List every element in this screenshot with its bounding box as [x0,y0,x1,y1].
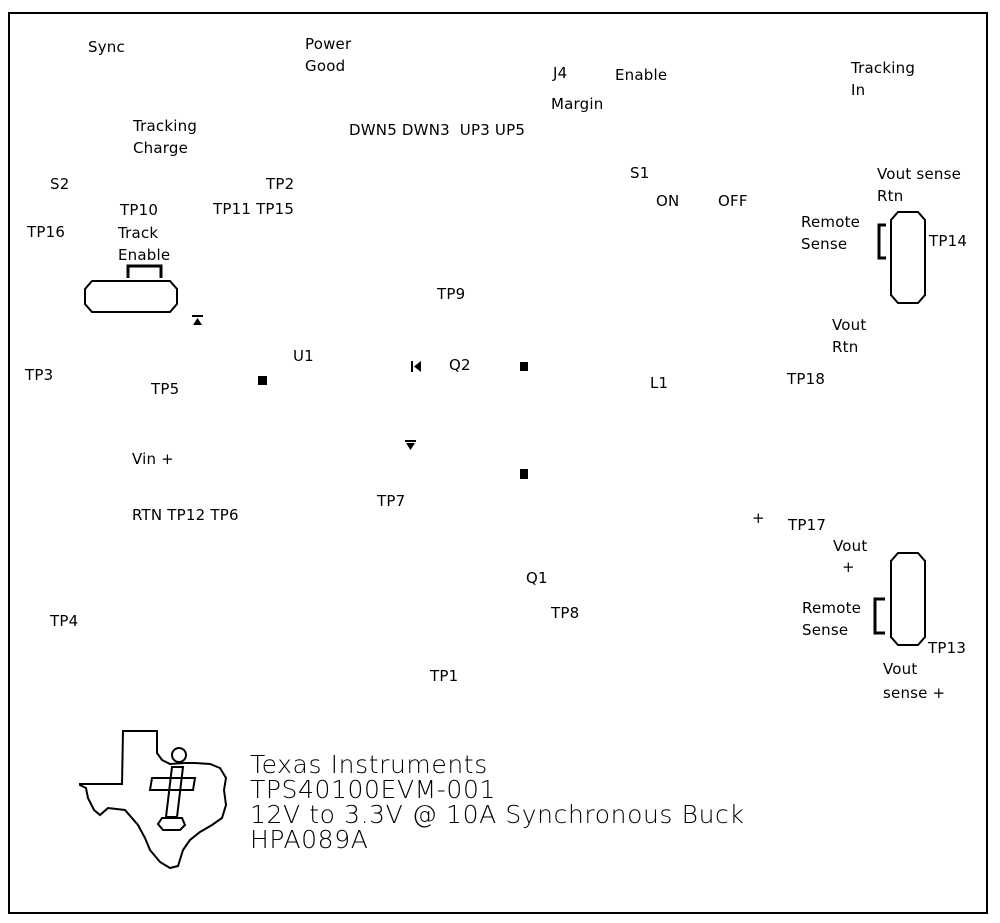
tp13-connector-outline [890,552,926,646]
track-enable-jumper-outline [84,280,178,313]
tp14-label: TP14 [929,232,968,250]
margin-label: Margin [551,95,604,113]
title-company: Texas Instruments [250,750,488,779]
sync-label: Sync [88,38,125,56]
vout-plus-label-1: Vout [833,537,868,555]
tp3-label: TP3 [25,366,54,384]
j4-label: J4 [553,64,568,82]
texas-instruments-logo [79,730,228,870]
on-label: ON [656,192,680,210]
diode-icon [192,315,203,325]
good-label: Good [305,57,346,75]
enable-label-top: Enable [615,66,668,84]
title-part-number: TPS40100EVM-001 [250,775,496,804]
margin-jumper-labels: DWN5 DWN3 UP3 UP5 [349,121,526,139]
vout-sense-plus-label-1: Vout [883,660,918,678]
pin1-marker [520,362,528,371]
vout-sense-plus-label-2: sense + [883,684,946,702]
track-label: Track [118,224,159,242]
tp5-label: TP5 [151,380,180,398]
remote-label-1: Remote [801,213,861,231]
vout-rtn-label-1: Vout [832,316,867,334]
pcb-outline [8,12,988,914]
tp7-label: TP7 [377,492,406,510]
sense-label-1: Sense [801,235,848,253]
off-label: OFF [718,192,748,210]
title-board-id: HPA089A [250,825,369,854]
sense-label-2: Sense [802,621,849,639]
tp13-label: TP13 [928,639,967,657]
tp2-label: TP2 [266,175,295,193]
plus-label-1: + [752,509,765,527]
rtn-tp12-tp6-label: RTN TP12 TP6 [132,506,239,524]
s1-label: S1 [630,164,650,182]
pin1-marker [520,469,528,479]
remote-sense-bracket-bottom [873,597,885,635]
tracking-in-label-1: Tracking [851,59,916,77]
title-description: 12V to 3.3V @ 10A Synchronous Buck [250,800,745,829]
remote-sense-bracket-top [877,223,886,260]
power-label: Power [305,35,352,53]
enable-label-left: Enable [118,246,171,264]
tp11-tp15-label: TP11 TP15 [213,200,295,218]
title-block: Texas Instruments TPS40100EVM-001 12V to… [250,752,744,852]
pin1-marker [258,376,267,385]
u1-label: U1 [293,347,314,365]
vout-plus-label-2: + [842,558,855,576]
q2-label: Q2 [449,356,471,374]
q1-label: Q1 [526,569,548,587]
tp17-label: TP17 [788,516,827,534]
diode-icon [405,440,416,450]
tracking-charge-label-1: Tracking [133,117,198,135]
tp16-label: TP16 [27,223,66,241]
vout-rtn-label-2: Rtn [832,338,859,356]
s2-label: S2 [50,175,70,193]
tp1-label: TP1 [430,667,459,685]
tp9-label: TP9 [437,285,466,303]
remote-label-2: Remote [802,599,862,617]
tp14-connector-outline [890,211,926,304]
vout-sense-label: Vout sense [877,165,962,183]
tracking-in-label-2: In [851,81,866,99]
tp10-label: TP10 [120,201,159,219]
tp8-label: TP8 [551,604,580,622]
rtn-label-1: Rtn [877,187,904,205]
tracking-charge-label-2: Charge [133,139,189,157]
track-enable-jumper-bracket [126,264,163,278]
tp4-label: TP4 [50,612,79,630]
l1-label: L1 [650,374,669,392]
tp18-label: TP18 [787,370,826,388]
diode-icon [411,361,421,372]
vin-plus-label: Vin + [132,450,174,468]
